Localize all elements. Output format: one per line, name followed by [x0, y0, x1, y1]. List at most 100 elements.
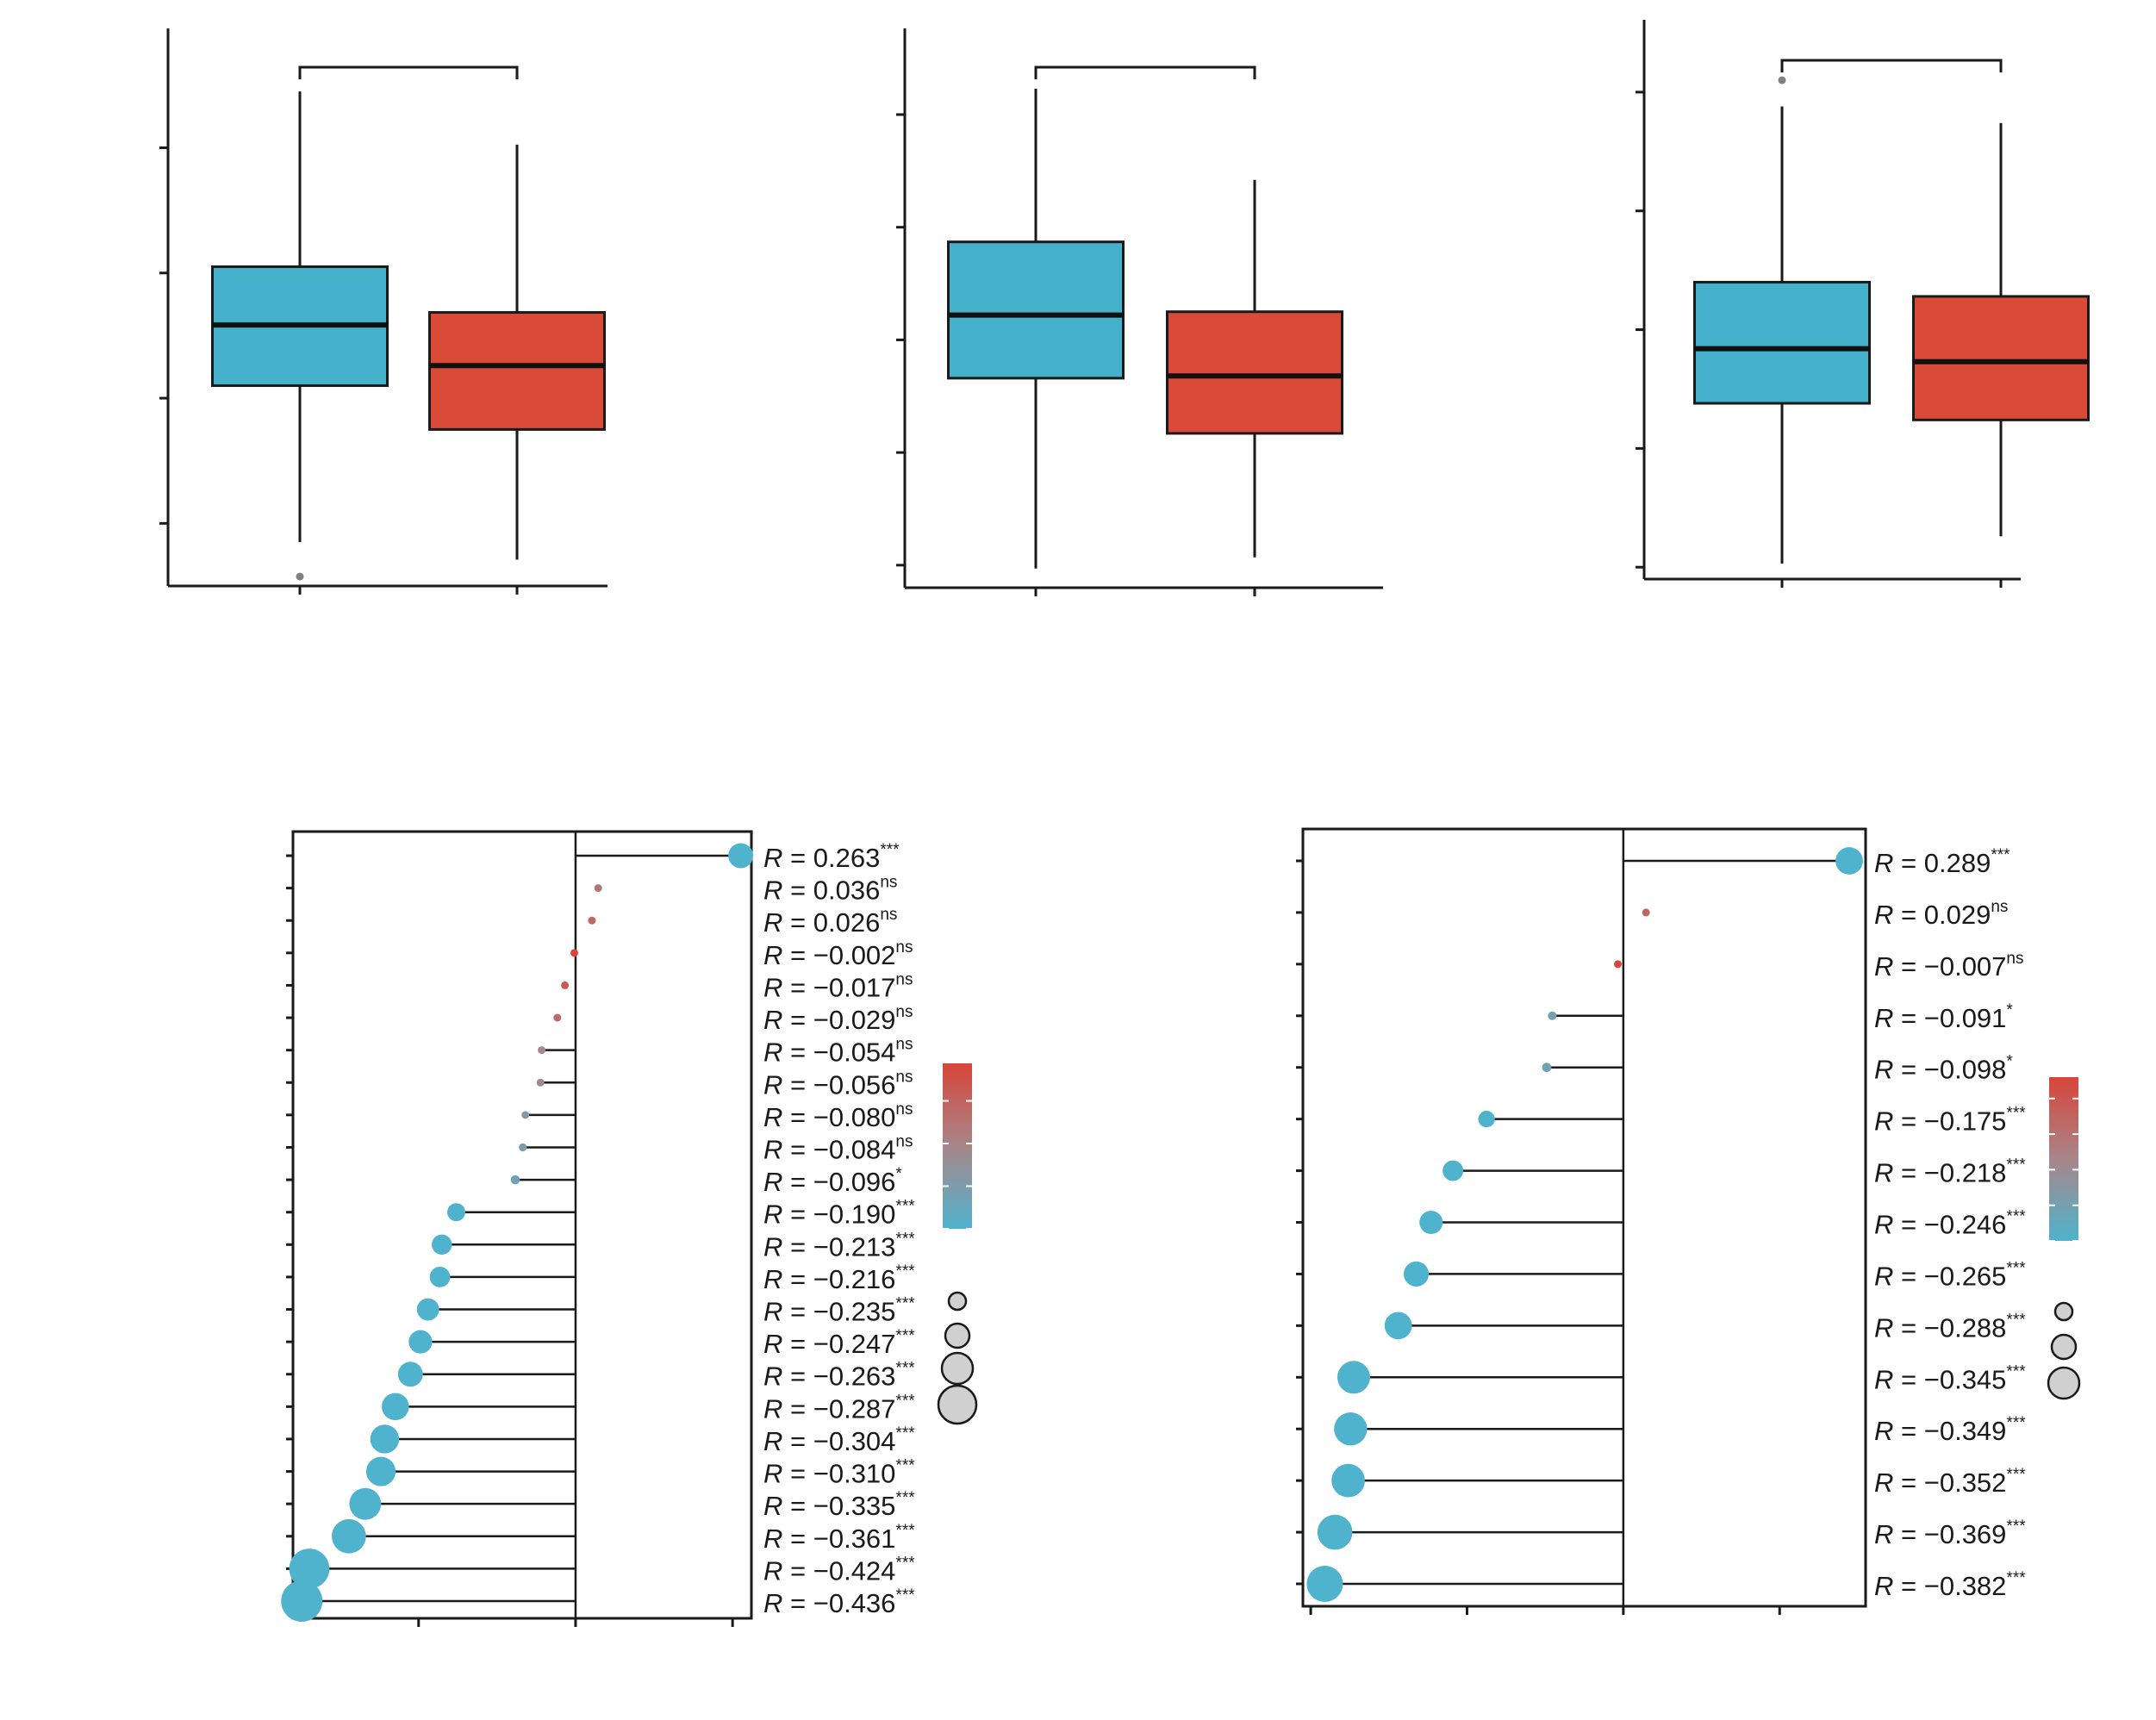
r-symbol: R	[763, 1491, 782, 1521]
boxplot-panel-b	[896, 28, 1383, 596]
r-value: −0.056	[813, 1069, 896, 1100]
r-symbol: R	[1874, 1158, 1893, 1188]
significance-mark: ***	[880, 841, 900, 859]
r-annotation: R = −0.265***	[1874, 1259, 2026, 1291]
significance-mark: ns	[895, 938, 913, 957]
r-value: −0.304	[813, 1426, 896, 1456]
lollipop-point	[1331, 1463, 1365, 1498]
r-annotation: R = −0.436***	[763, 1586, 915, 1618]
significance-mark: ***	[2006, 1362, 2026, 1380]
cor-size-key	[944, 1322, 971, 1349]
significance-mark: ***	[895, 1198, 915, 1216]
r-value: −0.235	[813, 1297, 896, 1327]
r-symbol: R	[763, 843, 782, 873]
r-value: −0.017	[813, 972, 896, 1002]
equals-sign: =	[782, 1459, 813, 1489]
significance-mark: ns	[895, 1100, 913, 1119]
r-value: −0.098	[1924, 1055, 2007, 1085]
significance-mark: ***	[895, 1457, 915, 1475]
significance-mark: ns	[895, 970, 913, 988]
r-annotation: R = −0.054ns	[763, 1036, 913, 1068]
lollipop-point	[370, 1424, 400, 1454]
lollipop-point	[349, 1487, 382, 1520]
significance-mark: *	[2006, 1001, 2013, 1019]
r-annotation: R = −0.007ns	[1874, 950, 2024, 982]
r-annotation: R = −0.352***	[1874, 1466, 2026, 1498]
significance-mark: ***	[895, 1424, 915, 1443]
r-value: 0.036	[813, 876, 881, 906]
r-annotation: R = −0.246***	[1874, 1208, 2026, 1240]
r-symbol: R	[763, 1459, 782, 1489]
r-value: 0.026	[813, 907, 881, 938]
plot-frame	[1301, 827, 1867, 1608]
lollipop-point	[728, 843, 754, 869]
r-annotation: R = −0.349***	[1874, 1414, 2026, 1446]
significance-mark: ns	[895, 1132, 913, 1150]
r-symbol: R	[763, 1297, 782, 1327]
lollipop-point	[289, 1549, 330, 1589]
equals-sign: =	[782, 1426, 813, 1456]
significance-mark: ns	[2006, 950, 2023, 968]
r-annotation: R = −0.288***	[1874, 1311, 2026, 1343]
r-value: −0.084	[813, 1134, 896, 1164]
equals-sign: =	[782, 1167, 813, 1197]
significance-bracket	[1034, 65, 1256, 79]
lollipop-point	[588, 916, 596, 925]
significance-mark: ***	[2006, 1466, 2026, 1484]
r-value: −0.369	[1924, 1519, 2007, 1549]
equals-sign: =	[782, 1329, 813, 1359]
equals-sign: =	[782, 1264, 813, 1294]
r-symbol: R	[763, 907, 782, 938]
p-value-colorbar	[943, 1063, 972, 1229]
r-symbol: R	[763, 1264, 782, 1294]
r-annotation: R = −0.175***	[1874, 1105, 2026, 1137]
equals-sign: =	[782, 876, 813, 906]
r-annotation: R = −0.304***	[763, 1424, 915, 1456]
cor-size-key	[2047, 1366, 2081, 1400]
r-value: −0.265	[1924, 1261, 2007, 1291]
equals-sign: =	[782, 907, 813, 938]
significance-mark: ns	[880, 874, 897, 892]
r-value: −0.436	[813, 1588, 896, 1618]
r-annotation: R = −0.029ns	[763, 1003, 913, 1035]
r-symbol: R	[1874, 1416, 1893, 1446]
r-annotation: R = −0.091*	[1874, 1001, 2013, 1033]
equals-sign: =	[1893, 1519, 1923, 1549]
equals-sign: =	[782, 1555, 813, 1586]
lollipop-point	[538, 1046, 546, 1055]
r-annotation: R = −0.056ns	[763, 1068, 913, 1100]
r-value: −0.213	[813, 1231, 896, 1262]
box-low	[947, 240, 1125, 380]
r-symbol: R	[763, 1362, 782, 1392]
lollipop-point	[281, 1580, 323, 1622]
r-annotation: R = 0.026ns	[763, 906, 897, 938]
equals-sign: =	[782, 1102, 813, 1132]
significance-mark: ***	[2006, 1208, 2026, 1226]
equals-sign: =	[1893, 848, 1923, 878]
plot-frame	[291, 830, 753, 1620]
r-value: −0.382	[1924, 1571, 2007, 1601]
significance-mark: ns	[880, 906, 897, 924]
lollipop-point	[1384, 1312, 1412, 1340]
r-annotation: R = −0.080ns	[763, 1100, 913, 1132]
r-annotation: R = −0.361***	[763, 1522, 915, 1554]
significance-mark: ***	[2006, 1414, 2026, 1432]
equals-sign: =	[1893, 1003, 1923, 1033]
r-value: −0.091	[1924, 1003, 2007, 1033]
significance-mark: *	[895, 1165, 902, 1183]
r-annotation: R = −0.335***	[763, 1489, 915, 1521]
box-high	[1166, 310, 1343, 435]
r-symbol: R	[1874, 900, 1893, 930]
lollipop-point	[1642, 908, 1650, 917]
r-value: 0.263	[813, 843, 881, 873]
equals-sign: =	[782, 1005, 813, 1035]
r-value: −0.175	[1924, 1106, 2007, 1137]
boxplot-panel-c	[1636, 20, 2090, 588]
lollipop-point	[510, 1175, 520, 1185]
r-annotation: R = −0.084ns	[763, 1132, 913, 1164]
lollipop-point	[1443, 1160, 1464, 1181]
equals-sign: =	[1893, 1571, 1923, 1601]
outlier-point	[296, 572, 304, 581]
significance-mark: ***	[2006, 1517, 2026, 1536]
cor-size-key	[2053, 1301, 2074, 1322]
